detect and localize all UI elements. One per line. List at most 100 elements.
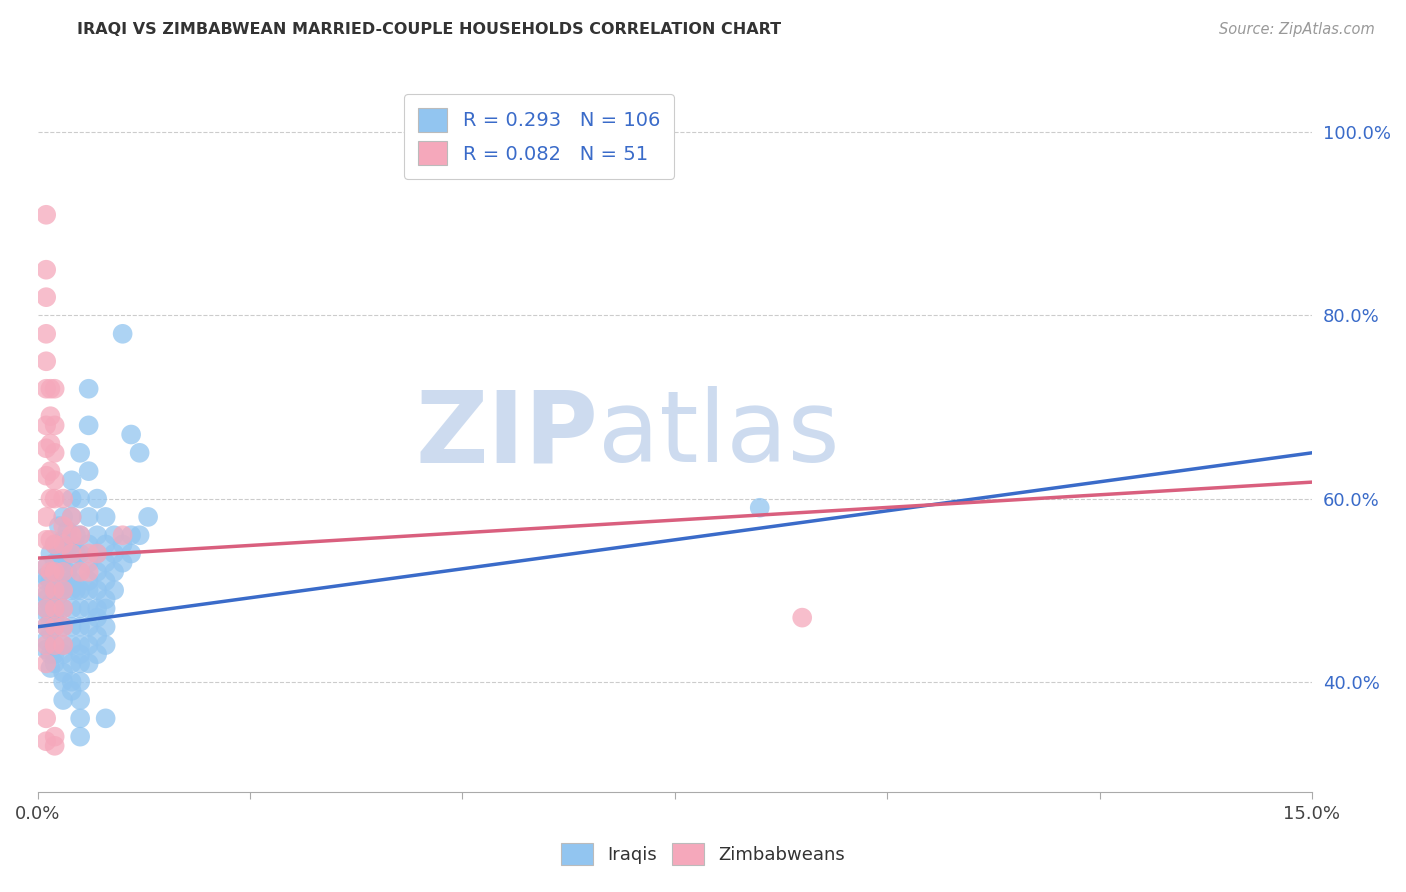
Point xyxy=(69,583,91,598)
Point xyxy=(44,473,66,487)
Point xyxy=(128,528,150,542)
Point xyxy=(35,601,58,615)
Point xyxy=(44,565,66,579)
Point xyxy=(52,533,75,547)
Point xyxy=(86,547,108,561)
Point xyxy=(60,510,83,524)
Point xyxy=(35,468,58,483)
Point xyxy=(60,657,83,671)
Point xyxy=(44,638,66,652)
Point xyxy=(35,606,58,620)
Point xyxy=(69,620,91,634)
Point xyxy=(44,657,66,671)
Point xyxy=(44,730,66,744)
Point xyxy=(35,208,58,222)
Point xyxy=(94,510,117,524)
Point xyxy=(86,547,108,561)
Point xyxy=(52,519,75,533)
Point xyxy=(44,556,66,570)
Point xyxy=(52,583,75,598)
Point xyxy=(60,620,83,634)
Point xyxy=(60,473,83,487)
Point xyxy=(35,711,58,725)
Point xyxy=(94,537,117,551)
Point xyxy=(120,528,142,542)
Point xyxy=(60,528,83,542)
Point xyxy=(48,556,70,570)
Point xyxy=(44,620,66,634)
Point xyxy=(44,537,66,551)
Point xyxy=(52,647,75,661)
Point xyxy=(86,610,108,624)
Legend: R = 0.293   N = 106, R = 0.082   N = 51: R = 0.293 N = 106, R = 0.082 N = 51 xyxy=(404,95,673,178)
Point xyxy=(35,638,58,652)
Point xyxy=(120,427,142,442)
Point xyxy=(69,565,91,579)
Point xyxy=(44,537,66,551)
Point xyxy=(77,583,100,598)
Point xyxy=(44,601,66,615)
Point xyxy=(111,556,134,570)
Point xyxy=(44,647,66,661)
Point xyxy=(69,528,91,542)
Point xyxy=(60,674,83,689)
Point xyxy=(77,510,100,524)
Point xyxy=(65,547,87,561)
Point xyxy=(52,638,75,652)
Point xyxy=(44,446,66,460)
Point xyxy=(39,615,62,630)
Point xyxy=(77,537,100,551)
Point xyxy=(52,665,75,680)
Point xyxy=(103,547,125,561)
Point xyxy=(35,734,58,748)
Point xyxy=(39,547,62,561)
Point xyxy=(60,556,83,570)
Point xyxy=(136,510,159,524)
Point xyxy=(77,382,100,396)
Point xyxy=(39,382,62,396)
Point xyxy=(69,693,91,707)
Point xyxy=(69,638,91,652)
Point xyxy=(35,657,58,671)
Point xyxy=(39,464,62,478)
Point xyxy=(69,730,91,744)
Point xyxy=(39,533,62,547)
Text: IRAQI VS ZIMBABWEAN MARRIED-COUPLE HOUSEHOLDS CORRELATION CHART: IRAQI VS ZIMBABWEAN MARRIED-COUPLE HOUSE… xyxy=(77,22,782,37)
Point xyxy=(69,601,91,615)
Point xyxy=(77,601,100,615)
Point xyxy=(94,620,117,634)
Point xyxy=(35,560,58,574)
Point xyxy=(35,620,58,634)
Point xyxy=(60,574,83,588)
Point xyxy=(60,638,83,652)
Point xyxy=(35,569,58,583)
Point xyxy=(39,436,62,450)
Point xyxy=(60,547,83,561)
Point xyxy=(44,739,66,753)
Point xyxy=(103,565,125,579)
Point xyxy=(77,464,100,478)
Point xyxy=(69,565,91,579)
Point xyxy=(748,500,770,515)
Point xyxy=(48,588,70,602)
Point xyxy=(77,547,100,561)
Point xyxy=(86,491,108,506)
Point xyxy=(52,674,75,689)
Point xyxy=(69,547,91,561)
Point xyxy=(35,533,58,547)
Point xyxy=(35,592,58,607)
Point xyxy=(39,606,62,620)
Point xyxy=(52,601,75,615)
Point xyxy=(86,601,108,615)
Point xyxy=(94,574,117,588)
Point xyxy=(60,491,83,506)
Point xyxy=(69,647,91,661)
Point xyxy=(35,290,58,304)
Point xyxy=(69,711,91,725)
Point xyxy=(60,537,83,551)
Point xyxy=(35,588,58,602)
Point xyxy=(111,326,134,341)
Point xyxy=(56,524,79,538)
Point xyxy=(128,446,150,460)
Point xyxy=(35,418,58,433)
